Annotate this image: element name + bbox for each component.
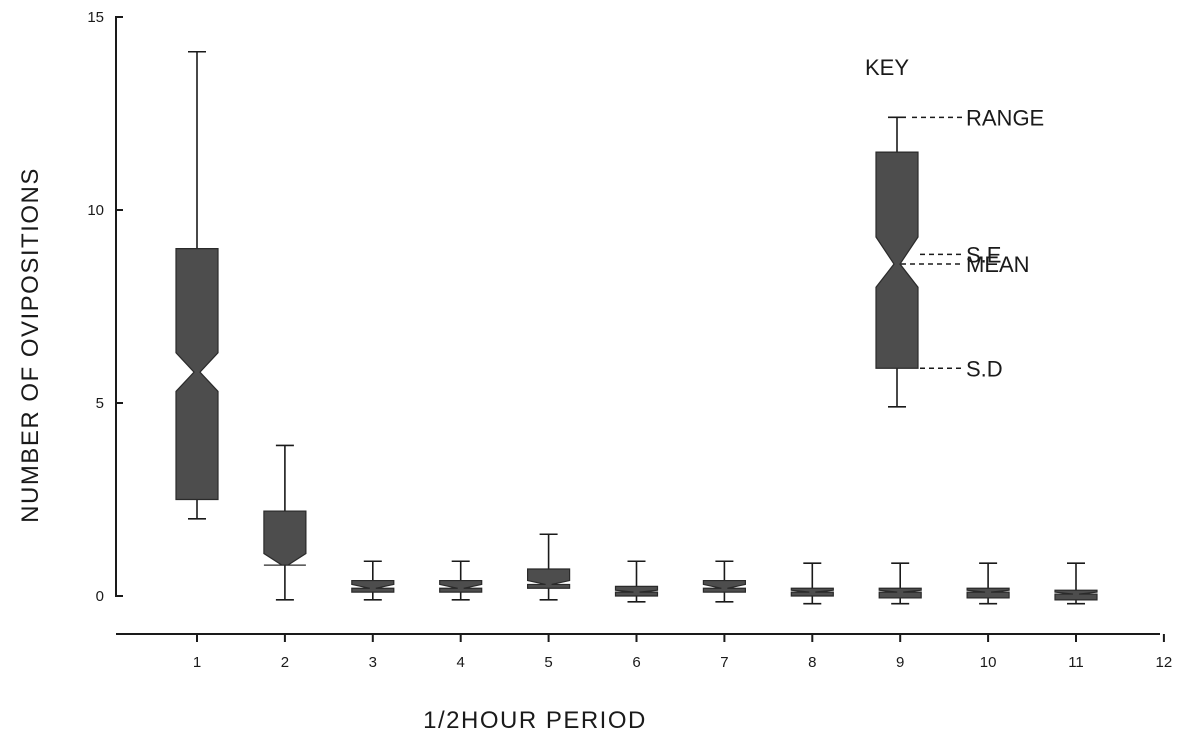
- x-tick-label-10: 10: [980, 654, 997, 671]
- box-period-7: [702, 560, 747, 603]
- box-period-10: [966, 562, 1010, 605]
- box-period-9: [878, 562, 922, 605]
- box-period-6-box: [614, 585, 659, 597]
- key-example: [875, 116, 919, 408]
- key-title: KEY: [865, 55, 909, 80]
- key-label-range: RANGE: [966, 105, 1044, 130]
- box-period-4-box: [439, 579, 483, 593]
- box-period-6: [614, 560, 659, 603]
- x-tick-label-3: 3: [369, 654, 377, 671]
- box-period-5: [526, 533, 571, 601]
- box-period-10-box: [966, 587, 1010, 599]
- box-period-7-box: [702, 579, 747, 593]
- x-tick-label-6: 6: [632, 654, 640, 671]
- box-period-4: [439, 560, 483, 601]
- box-period-3-box: [351, 579, 395, 593]
- box-period-3: [351, 560, 395, 601]
- x-axis-label: 1/2HOUR PERIOD: [423, 707, 647, 734]
- key-label-mean: MEAN: [966, 252, 1030, 277]
- box-period-11: [1054, 562, 1098, 605]
- box-period-1: [175, 50, 219, 520]
- box-period-2-box: [263, 510, 307, 566]
- x-tick-label-4: 4: [457, 654, 465, 671]
- y-axis: 0 5 10 15: [87, 9, 123, 605]
- y-tick-label-15: 15: [87, 9, 104, 26]
- x-tick-label-7: 7: [720, 654, 728, 671]
- key-example-box: [875, 151, 919, 369]
- box-period-8: [790, 562, 834, 605]
- box-period-8-box: [790, 587, 834, 597]
- x-tick-label-2: 2: [281, 654, 289, 671]
- y-tick-label-5: 5: [96, 395, 104, 412]
- y-tick-label-10: 10: [87, 202, 104, 219]
- x-axis: 1 2 3 4 5 6 7 8 9 10 11 12: [116, 633, 1173, 671]
- y-tick-label-0: 0: [96, 588, 104, 605]
- x-tick-label-11: 11: [1068, 654, 1084, 671]
- x-tick-label-1: 1: [193, 654, 201, 671]
- box-period-2: [263, 444, 307, 601]
- box-period-5-box: [526, 568, 571, 589]
- box-period-9-box: [878, 587, 922, 599]
- x-tick-label-12: 12: [1156, 654, 1173, 671]
- x-tick-label-5: 5: [544, 654, 552, 671]
- key-label-sd: S.D: [966, 356, 1003, 381]
- y-axis-label: NUMBER OF OVIPOSITIONS: [17, 167, 44, 523]
- box-period-1-box: [175, 248, 219, 501]
- box-plots: [175, 50, 1098, 605]
- box-period-11-box: [1054, 589, 1098, 601]
- x-tick-label-9: 9: [896, 654, 904, 671]
- x-tick-label-8: 8: [808, 654, 816, 671]
- key-label-se: S.E: [966, 242, 1001, 267]
